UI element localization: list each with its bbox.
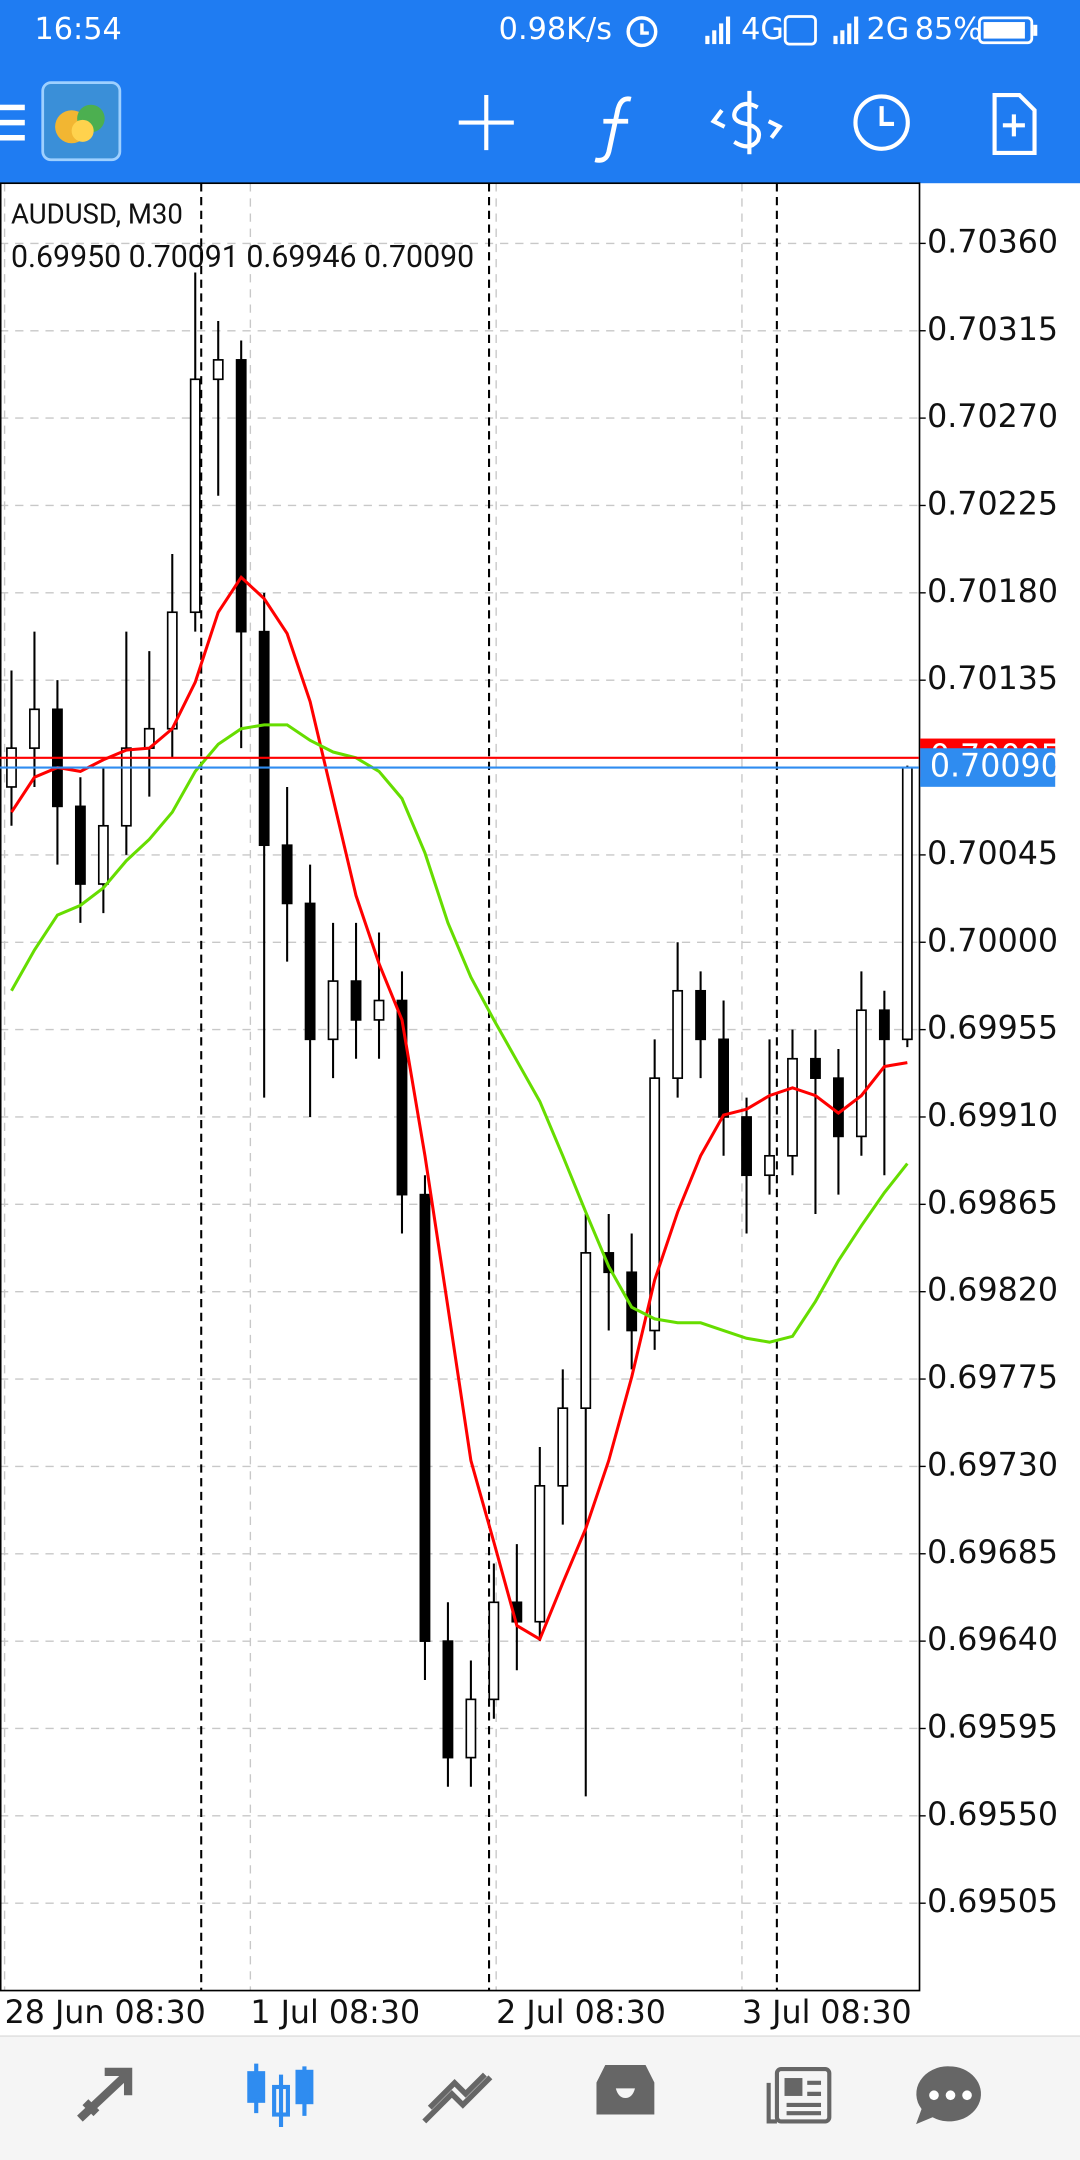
y-tick-label: 0.70270	[927, 399, 1058, 435]
candle-body	[787, 1057, 798, 1157]
candle-body	[764, 1154, 775, 1177]
candle-body	[258, 630, 270, 847]
price-label-bg	[920, 748, 1056, 787]
moving-average	[10, 723, 909, 1344]
candle-body	[833, 1077, 844, 1138]
y-tick-label: 0.69505	[927, 1884, 1058, 1920]
battery-level: 85%	[915, 12, 982, 47]
network-type: 4G	[741, 12, 784, 47]
chat-tab[interactable]	[916, 2066, 981, 2125]
signal-icon	[833, 16, 859, 45]
status-time: 16:54	[34, 12, 121, 47]
y-tick-label: 0.70360	[927, 224, 1058, 260]
candle-body	[212, 359, 224, 381]
candle-body	[901, 766, 913, 1041]
y-tick-label: 0.70000	[927, 923, 1058, 959]
candle-body	[97, 824, 109, 885]
candle-body	[855, 1009, 867, 1138]
y-tick-label: 0.69595	[927, 1709, 1058, 1745]
bottom-nav	[0, 2035, 1080, 2160]
y-tick-label: 0.69775	[927, 1360, 1058, 1396]
candle-body	[166, 611, 178, 730]
candle-body	[235, 359, 247, 633]
candle-body	[120, 747, 132, 827]
ohlc-label: 0.69950 0.70091 0.69946 0.70090	[11, 240, 474, 275]
new-order-button[interactable]	[992, 92, 1037, 155]
candle-body	[741, 1116, 752, 1177]
y-tick-label: 0.69685	[927, 1535, 1058, 1571]
chart: AUDUSD, M30 0.69950 0.70091 0.69946 0.70…	[0, 182, 1061, 2031]
candle-body	[488, 1601, 500, 1701]
candle-body	[534, 1484, 546, 1623]
plot-frame	[0, 182, 921, 1992]
history-tab[interactable]	[596, 2064, 655, 2115]
symbol-label: AUDUSD, M30	[11, 198, 183, 231]
hd-icon	[783, 15, 817, 46]
x-tick-label: 3 Jul 08:30	[742, 1995, 912, 2031]
y-tick-label: 0.69820	[927, 1273, 1058, 1309]
y-tick-label: 0.70315	[927, 312, 1058, 348]
y-tick-label: 0.70135	[927, 661, 1058, 697]
candle-body	[373, 999, 385, 1021]
candle-body	[810, 1057, 821, 1079]
candle-body	[718, 1038, 729, 1118]
candle-body	[672, 989, 684, 1079]
candle-body	[878, 1009, 890, 1041]
status-speed: 0.98K/s	[499, 12, 612, 47]
x-tick-label: 1 Jul 08:30	[250, 1995, 420, 2031]
x-tick-label: 2 Jul 08:30	[496, 1995, 666, 2031]
candle-body	[580, 1252, 592, 1409]
y-tick-label: 0.69865	[927, 1185, 1058, 1221]
crosshair-button[interactable]	[458, 95, 514, 151]
chart-tab[interactable]	[247, 2063, 314, 2127]
candle-body	[465, 1698, 477, 1759]
battery-icon	[978, 16, 1038, 45]
candle-body	[281, 844, 293, 905]
candle-body	[350, 980, 362, 1021]
app-header	[0, 0, 1080, 184]
trade-tab[interactable]	[422, 2072, 493, 2124]
candle-body	[557, 1407, 569, 1487]
y-tick-label: 0.69910	[927, 1098, 1058, 1134]
y-tick-label: 0.69550	[927, 1797, 1058, 1833]
signal-icon	[705, 16, 731, 45]
alarm-icon	[626, 16, 658, 48]
candle-body	[419, 1193, 431, 1642]
moving-average	[10, 574, 908, 1642]
y-tick-label: 0.69640	[927, 1622, 1058, 1658]
y-tick-label: 0.70180	[927, 574, 1058, 610]
candle-body	[442, 1640, 454, 1759]
y-tick-label: 0.70045	[927, 836, 1058, 872]
grid	[0, 183, 919, 1991]
network-type: 2G	[866, 12, 909, 47]
y-tick-label: 0.70225	[927, 486, 1058, 522]
candle-body	[29, 708, 40, 749]
candle-body	[396, 999, 408, 1196]
candle-body	[649, 1077, 661, 1332]
period-button[interactable]	[853, 94, 910, 151]
price-label: 0.70090	[930, 749, 1061, 785]
y-tick-label: 0.69730	[927, 1447, 1058, 1483]
candle-body	[189, 378, 201, 614]
candle-body	[695, 989, 707, 1041]
app-logo[interactable]	[41, 81, 122, 162]
menu-button[interactable]	[0, 104, 25, 141]
quotes-tab[interactable]	[77, 2067, 133, 2122]
trade-button[interactable]	[710, 90, 783, 155]
candle-body	[304, 902, 316, 1041]
x-tick-label: 28 Jun 08:30	[5, 1995, 206, 2031]
candle-body	[327, 980, 339, 1041]
indicators-button[interactable]	[594, 96, 632, 163]
candle-body	[74, 805, 86, 885]
y-tick-label: 0.69955	[927, 1011, 1058, 1047]
news-tab[interactable]	[766, 2067, 832, 2124]
